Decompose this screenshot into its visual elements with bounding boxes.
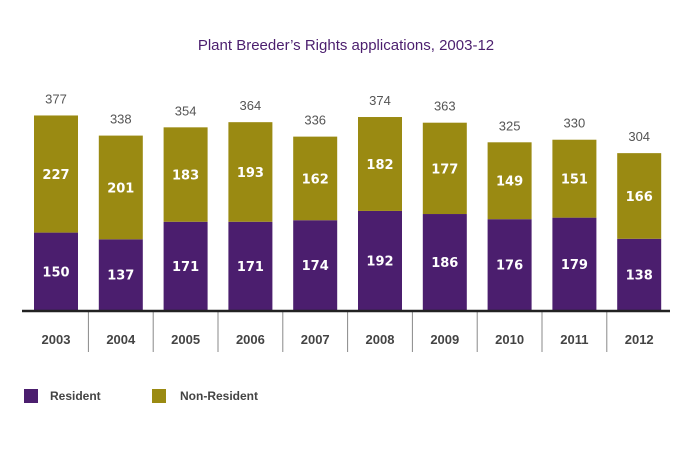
bar-resident-2006 (228, 221, 273, 310)
data-label-resident-2012: 138 (626, 268, 653, 283)
bar-nonresident-2004 (98, 135, 143, 240)
bar-nonresident-2009 (422, 122, 467, 215)
data-label-resident-2010: 176 (496, 259, 523, 274)
legend-label-resident: Resident (50, 389, 101, 403)
total-label-2012: 304 (628, 129, 650, 144)
bar-resident-2008 (358, 210, 402, 310)
total-label-2008: 374 (369, 93, 391, 108)
x-tick-label-2011: 2011 (560, 332, 588, 347)
data-label-resident-2004: 137 (107, 269, 134, 284)
data-label-nonresident-2009: 177 (431, 162, 458, 177)
bar-resident-2009 (422, 214, 467, 310)
legend-swatch-non-resident (152, 389, 166, 403)
x-tick-label-2004: 2004 (106, 332, 136, 347)
bar-nonresident-2006 (228, 122, 273, 222)
data-label-nonresident-2012: 166 (626, 190, 653, 205)
legend-label-non-resident: Non-Resident (180, 389, 258, 403)
data-label-nonresident-2008: 182 (366, 158, 393, 173)
data-label-resident-2009: 186 (431, 256, 458, 271)
bar-resident-2003 (34, 232, 78, 310)
data-label-resident-2005: 171 (172, 260, 199, 275)
data-label-nonresident-2010: 149 (496, 175, 523, 190)
x-tick-label-2006: 2006 (236, 332, 265, 347)
data-label-nonresident-2007: 162 (302, 172, 329, 187)
bar-resident-2004 (98, 239, 143, 310)
bar-resident-2007 (293, 220, 338, 310)
x-tick-label-2012: 2012 (625, 332, 654, 347)
data-label-resident-2003: 150 (42, 265, 69, 280)
total-label-2011: 330 (564, 116, 586, 131)
data-label-nonresident-2004: 201 (107, 181, 134, 196)
x-tick-label-2010: 2010 (495, 332, 524, 347)
x-axis: 2003 2004 2005 2006 2007 2008 2009 2010 2011 2012 (22, 309, 670, 352)
bar-resident-2012 (617, 238, 662, 310)
bar-resident-2010 (487, 219, 532, 310)
data-label-nonresident-2006: 193 (237, 166, 264, 181)
bar-resident-2011 (552, 217, 597, 310)
data-label-resident-2007: 174 (302, 259, 329, 274)
data-label-nonresident-2011: 151 (561, 173, 588, 188)
x-tick-label-2003: 2003 (42, 332, 71, 347)
x-tick-label-2005: 2005 (171, 332, 200, 347)
data-label-resident-2008: 192 (366, 254, 393, 269)
data-label-nonresident-2003: 227 (42, 168, 69, 183)
chart-title: Plant Breeder’s Rights applications, 200… (198, 37, 494, 54)
total-label-2005: 354 (175, 103, 197, 118)
x-tick-label-2008: 2008 (366, 332, 395, 347)
bar-nonresident-2007 (293, 136, 338, 221)
bar-nonresident-2003 (34, 115, 78, 233)
data-label-resident-2006: 171 (237, 260, 264, 275)
total-label-2007: 336 (304, 113, 326, 128)
data-label-resident-2011: 179 (561, 258, 588, 273)
total-label-2009: 363 (434, 99, 456, 114)
bar-nonresident-2011 (552, 139, 597, 218)
total-label-2010: 325 (499, 118, 521, 133)
total-label-2004: 338 (110, 112, 132, 127)
legend: Resident Non-Resident (24, 389, 258, 403)
data-label-nonresident-2005: 183 (172, 169, 199, 184)
x-tick-label-2009: 2009 (430, 332, 459, 347)
bars-group: 150 227 377 137 201 338 171 183 354 171 193 364 174 1… (34, 91, 662, 310)
bar-nonresident-2008 (358, 117, 402, 211)
bar-nonresident-2010 (487, 142, 532, 220)
legend-swatch-resident (24, 389, 38, 403)
bar-resident-2005 (163, 221, 208, 310)
x-tick-label-2007: 2007 (301, 332, 330, 347)
bar-nonresident-2012 (617, 153, 662, 239)
total-label-2003: 377 (45, 91, 67, 106)
bar-nonresident-2005 (163, 127, 208, 222)
total-label-2006: 364 (240, 98, 262, 113)
